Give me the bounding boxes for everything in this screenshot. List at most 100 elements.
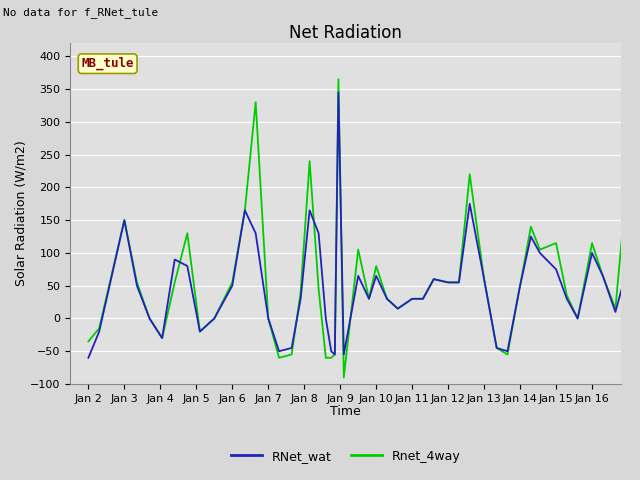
Rnet_4way <box>455 279 463 285</box>
Rnet_4way <box>466 171 474 177</box>
RNet_wat <box>120 217 128 223</box>
RNet_wat <box>419 296 427 301</box>
RNet_wat <box>340 352 348 358</box>
RNet_wat <box>306 207 314 213</box>
Rnet_4way <box>536 247 544 252</box>
RNet_wat <box>146 315 154 321</box>
Rnet_4way <box>158 335 166 341</box>
RNet_wat <box>394 306 402 312</box>
Rnet_4way <box>275 355 283 360</box>
RNet_wat <box>619 283 627 288</box>
Title: Net Radiation: Net Radiation <box>289 24 402 42</box>
Rnet_4way <box>315 286 323 292</box>
Line: Rnet_4way: Rnet_4way <box>88 79 623 377</box>
RNet_wat <box>335 89 342 95</box>
Text: MB_tule: MB_tule <box>81 57 134 71</box>
Rnet_4way <box>211 315 218 321</box>
RNet_wat <box>480 276 488 282</box>
Rnet_4way <box>196 329 204 335</box>
RNet_wat <box>536 250 544 256</box>
RNet_wat <box>574 315 582 321</box>
Line: RNet_wat: RNet_wat <box>88 92 623 358</box>
Rnet_4way <box>419 296 427 301</box>
RNet_wat <box>444 279 452 285</box>
RNet_wat <box>493 345 500 351</box>
Rnet_4way <box>306 158 314 164</box>
Rnet_4way <box>328 355 335 360</box>
RNet_wat <box>430 276 438 282</box>
RNet_wat <box>211 315 218 321</box>
RNet_wat <box>552 266 560 272</box>
RNet_wat <box>288 345 296 351</box>
Y-axis label: Solar Radiation (W/m2): Solar Radiation (W/m2) <box>15 141 28 287</box>
Rnet_4way <box>340 374 348 380</box>
Rnet_4way <box>133 279 141 285</box>
RNet_wat <box>328 348 335 354</box>
RNet_wat <box>84 355 92 360</box>
Rnet_4way <box>84 338 92 344</box>
Rnet_4way <box>574 315 582 321</box>
RNet_wat <box>275 348 283 354</box>
Rnet_4way <box>563 293 571 299</box>
Rnet_4way <box>252 99 259 105</box>
Rnet_4way <box>444 279 452 285</box>
Rnet_4way <box>120 217 128 223</box>
RNet_wat <box>504 348 511 354</box>
RNet_wat <box>527 234 534 240</box>
RNet_wat <box>133 283 141 288</box>
Rnet_4way <box>288 352 296 358</box>
Rnet_4way <box>335 76 342 82</box>
Rnet_4way <box>146 315 154 321</box>
Rnet_4way <box>171 279 179 285</box>
Rnet_4way <box>599 273 607 279</box>
Rnet_4way <box>516 283 524 288</box>
Rnet_4way <box>365 296 373 301</box>
Rnet_4way <box>480 276 488 282</box>
Rnet_4way <box>355 247 362 252</box>
Rnet_4way <box>527 224 534 229</box>
Rnet_4way <box>493 345 500 351</box>
Rnet_4way <box>408 296 416 301</box>
RNet_wat <box>322 315 330 321</box>
Legend: RNet_wat, Rnet_4way: RNet_wat, Rnet_4way <box>226 445 465 468</box>
Rnet_4way <box>228 279 236 285</box>
RNet_wat <box>315 230 323 236</box>
RNet_wat <box>355 273 362 279</box>
Rnet_4way <box>95 325 103 331</box>
Rnet_4way <box>504 352 511 358</box>
Rnet_4way <box>264 315 272 321</box>
RNet_wat <box>95 329 103 335</box>
RNet_wat <box>466 201 474 207</box>
Rnet_4way <box>184 230 191 236</box>
Rnet_4way <box>297 289 305 295</box>
RNet_wat <box>171 257 179 263</box>
Rnet_4way <box>619 227 627 233</box>
RNet_wat <box>252 230 259 236</box>
Text: No data for f_RNet_tule: No data for f_RNet_tule <box>3 7 159 18</box>
RNet_wat <box>241 207 249 213</box>
RNet_wat <box>184 263 191 269</box>
Rnet_4way <box>612 306 620 312</box>
Rnet_4way <box>383 296 391 301</box>
Rnet_4way <box>430 276 438 282</box>
Rnet_4way <box>331 352 339 358</box>
Rnet_4way <box>322 355 330 360</box>
RNet_wat <box>264 315 272 321</box>
RNet_wat <box>383 296 391 301</box>
Rnet_4way <box>394 306 402 312</box>
RNet_wat <box>588 250 596 256</box>
RNet_wat <box>599 273 607 279</box>
RNet_wat <box>372 273 380 279</box>
RNet_wat <box>297 296 305 301</box>
RNet_wat <box>365 296 373 301</box>
RNet_wat <box>158 335 166 341</box>
Rnet_4way <box>241 207 249 213</box>
RNet_wat <box>408 296 416 301</box>
RNet_wat <box>331 352 339 358</box>
RNet_wat <box>563 296 571 301</box>
RNet_wat <box>455 279 463 285</box>
RNet_wat <box>612 309 620 315</box>
X-axis label: Time: Time <box>330 405 361 418</box>
Rnet_4way <box>552 240 560 246</box>
RNet_wat <box>196 329 204 335</box>
